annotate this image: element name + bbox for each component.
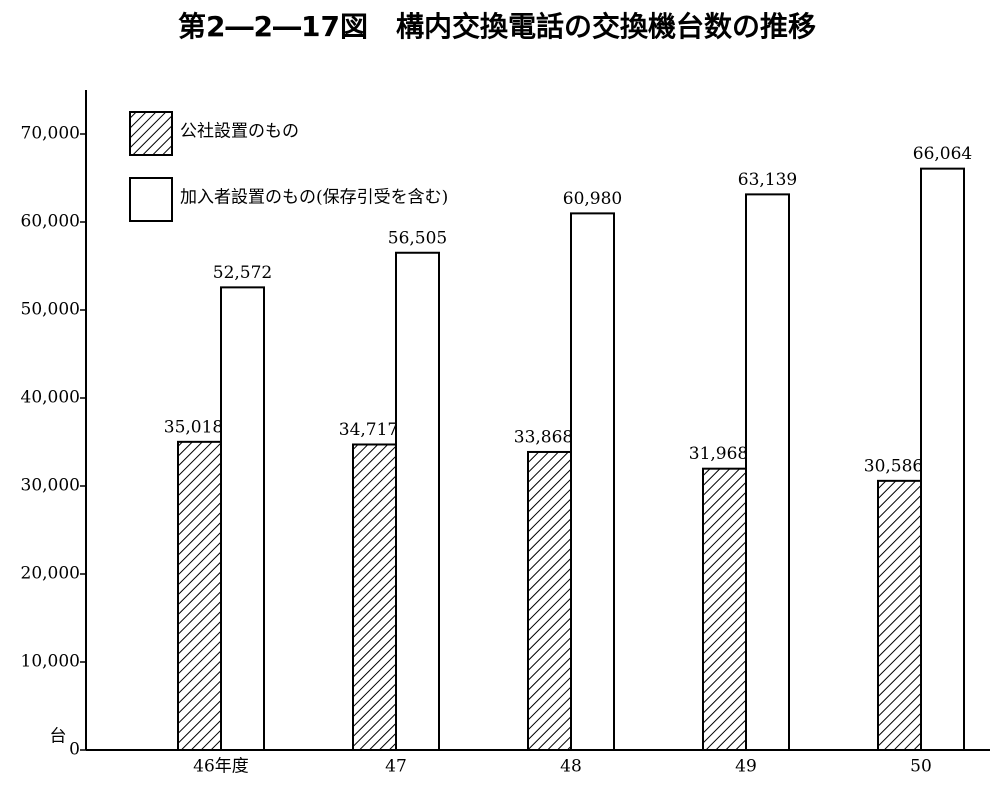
chart-title: 第2―2―17図 構内交換電話の交換機台数の推移 <box>178 10 816 43</box>
x-tick-label: 50 <box>910 757 932 777</box>
legend-swatch <box>129 177 173 222</box>
data-label: 66,064 <box>913 144 972 164</box>
y-tick-label: 60,000 <box>21 212 80 232</box>
bar <box>920 167 965 752</box>
y-tick-label: 10,000 <box>21 652 80 672</box>
bar <box>177 440 222 751</box>
data-label: 30,586 <box>864 456 923 476</box>
y-tick-label: 20,000 <box>21 564 80 584</box>
y-tick-label: 40,000 <box>21 388 80 408</box>
x-tick-label: 48 <box>560 757 582 777</box>
bar <box>702 467 747 751</box>
y-tick-label: 30,000 <box>21 476 80 496</box>
legend-label: 公社設置のもの <box>180 122 299 142</box>
x-tick-label: 46年度 <box>193 757 249 777</box>
x-tick-label: 47 <box>385 757 407 777</box>
bar <box>745 193 790 752</box>
data-label: 35,018 <box>164 417 223 437</box>
data-label: 34,717 <box>339 420 398 440</box>
bar <box>877 479 922 751</box>
x-tick-label: 49 <box>735 757 757 777</box>
bar <box>352 443 397 751</box>
bar <box>220 286 265 751</box>
legend-label: 加入者設置のもの(保存引受を含む) <box>180 188 448 208</box>
bar <box>395 251 440 751</box>
legend-swatch <box>129 111 173 156</box>
data-label: 52,572 <box>213 263 272 283</box>
data-label: 63,139 <box>738 170 797 190</box>
data-label: 33,868 <box>514 427 573 447</box>
data-label: 56,505 <box>388 228 447 248</box>
data-label: 60,980 <box>563 189 622 209</box>
y-unit-label: 台 <box>50 727 67 747</box>
bar <box>527 450 572 751</box>
y-tick-label: 50,000 <box>21 300 80 320</box>
bar <box>570 212 615 752</box>
y-tick-label: 70,000 <box>21 124 80 144</box>
y-tick-label: 0 <box>69 740 80 760</box>
data-label: 31,968 <box>689 444 748 464</box>
